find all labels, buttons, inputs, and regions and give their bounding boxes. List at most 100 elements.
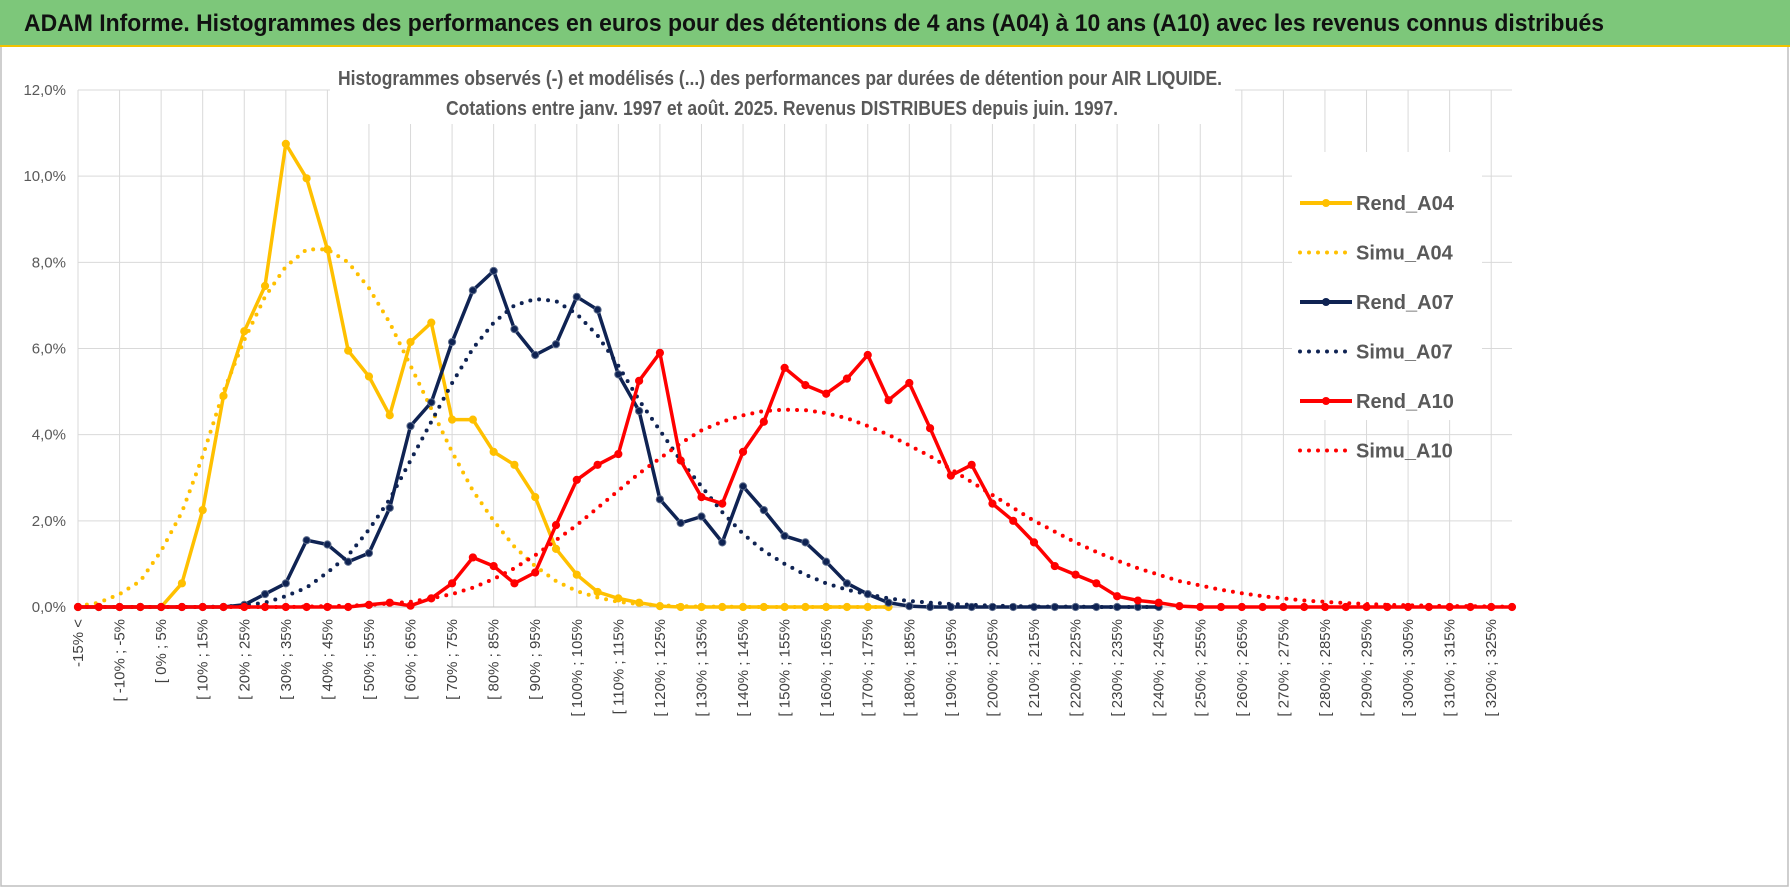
series-line — [78, 351, 1512, 609]
chart-title: Histogrammes observés (-) et modélisés (… — [338, 68, 1222, 90]
series-line — [76, 297, 1161, 609]
x-tick-label: [ 90% ; 95% — [527, 619, 544, 700]
data-point — [302, 536, 311, 545]
banner-bg — [0, 0, 1790, 46]
data-point — [738, 482, 748, 491]
x-tick-label: [ 300% ; 305% — [1400, 619, 1417, 717]
data-point — [468, 553, 477, 562]
data-point — [531, 350, 540, 360]
x-tick-label: [ 280% ; 285% — [1317, 619, 1334, 717]
legend-marker — [1322, 298, 1330, 306]
data-point — [1175, 602, 1184, 611]
data-point — [281, 139, 290, 148]
x-tick-label: [ 170% ; 175% — [860, 619, 877, 717]
data-point — [842, 579, 852, 588]
data-point — [510, 579, 519, 588]
data-point — [1237, 602, 1246, 612]
data-point — [946, 471, 955, 480]
data-point — [551, 521, 561, 530]
y-tick-label: 2,0% — [32, 513, 66, 530]
data-point — [759, 417, 768, 426]
data-point — [759, 505, 768, 515]
data-point — [1341, 602, 1350, 612]
x-tick-label: [ 230% ; 235% — [1109, 619, 1126, 717]
data-point — [344, 557, 353, 566]
data-point — [801, 538, 810, 547]
data-point — [510, 460, 519, 469]
data-point — [177, 579, 187, 588]
data-point — [302, 174, 311, 183]
data-point — [593, 305, 602, 314]
data-point — [1133, 596, 1143, 605]
data-point — [406, 421, 415, 431]
data-point — [780, 363, 789, 372]
x-tick-label: [ 0% ; 5% — [153, 619, 170, 683]
data-point — [842, 374, 852, 383]
x-tick-label: [ 60% ; 65% — [403, 619, 420, 700]
data-point — [718, 538, 727, 547]
x-tick-label: [ 240% ; 245% — [1151, 619, 1168, 717]
data-point — [260, 281, 270, 291]
x-tick-label: [ 250% ; 255% — [1192, 619, 1209, 717]
legend: Rend_A04 Simu_A04 Rend_A07 Simu_A07 Rend_A10… — [1292, 152, 1482, 463]
data-point — [738, 447, 748, 456]
data-point — [447, 579, 457, 588]
legend-marker — [1322, 199, 1330, 207]
x-tick-label: [ 80% ; 85% — [486, 619, 503, 700]
data-point — [635, 406, 644, 416]
x-tick-label: [ 150% ; 155% — [777, 619, 794, 717]
x-tick-label: [ 270% ; 275% — [1275, 619, 1292, 717]
x-tick-label: [ -10% ; -5% — [112, 619, 129, 702]
data-point — [468, 415, 477, 424]
data-point — [510, 325, 519, 334]
legend-label: Rend_A10 — [1356, 391, 1454, 413]
y-tick-label: 0,0% — [32, 599, 66, 616]
data-point — [676, 456, 685, 465]
x-tick-label: [ 50% ; 55% — [361, 619, 378, 700]
data-point — [323, 540, 332, 549]
data-point — [593, 460, 602, 469]
x-tick-label: [ 290% ; 295% — [1359, 619, 1376, 717]
data-point — [988, 499, 997, 508]
data-point — [1300, 602, 1309, 612]
data-point — [822, 557, 831, 566]
data-point — [1258, 602, 1267, 612]
data-point — [198, 505, 207, 515]
data-point — [364, 372, 374, 381]
data-point — [635, 376, 644, 385]
data-point — [468, 286, 477, 295]
data-point — [1113, 592, 1122, 601]
series-line — [78, 142, 889, 609]
data-point — [1154, 598, 1163, 607]
data-point — [572, 475, 581, 485]
data-point — [531, 568, 540, 577]
data-point — [489, 561, 498, 571]
x-tick-label: [ 120% ; 125% — [652, 619, 669, 717]
data-point — [260, 589, 270, 599]
legend-label: Rend_A04 — [1356, 193, 1455, 215]
data-point — [1216, 602, 1226, 612]
data-point — [1320, 602, 1330, 612]
chart-subtitle: Cotations entre janv. 1997 et août. 2025… — [446, 98, 1118, 120]
data-point — [697, 512, 706, 521]
x-tick-label: [ 310% ; 315% — [1442, 619, 1459, 717]
data-point — [406, 337, 415, 347]
data-point — [385, 503, 394, 513]
data-point — [1092, 579, 1101, 588]
data-point — [551, 340, 561, 349]
data-point — [1071, 570, 1080, 579]
x-tick-label: [ 40% ; 45% — [319, 619, 336, 700]
plot — [73, 139, 1517, 612]
data-point — [531, 493, 540, 502]
data-point — [1050, 561, 1059, 571]
data-point — [281, 579, 290, 588]
data-point — [718, 499, 727, 508]
x-tick-label: [ 320% ; 325% — [1483, 619, 1500, 717]
x-tick-label: [ 210% ; 215% — [1026, 619, 1043, 717]
data-point — [614, 370, 623, 379]
x-tick-label: [ 160% ; 165% — [818, 619, 835, 717]
data-point — [1009, 516, 1018, 525]
data-point — [364, 549, 374, 558]
data-point — [447, 337, 457, 347]
